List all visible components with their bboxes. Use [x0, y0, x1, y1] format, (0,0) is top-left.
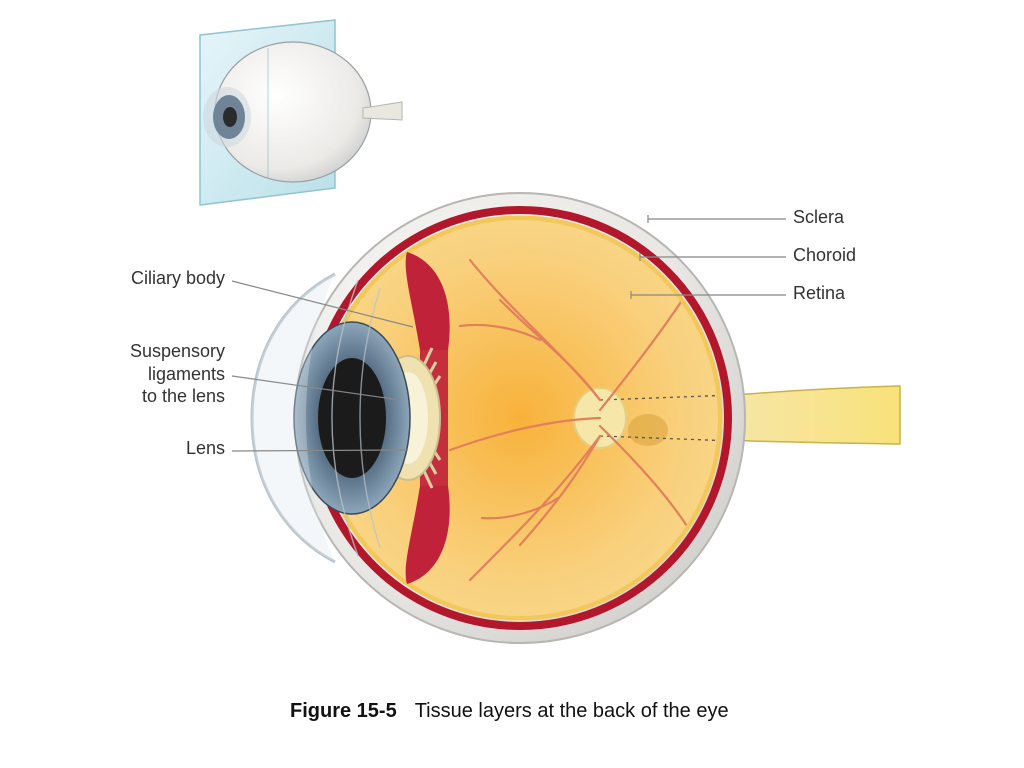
label-retina: Retina	[793, 283, 845, 304]
label-lens: Lens	[95, 438, 225, 459]
optic-nerve	[724, 386, 900, 444]
inset-thumbnail	[200, 20, 402, 205]
label-choroid: Choroid	[793, 245, 856, 266]
figure-caption-text: Tissue layers at the back of the eye	[415, 700, 729, 722]
figure-caption: Figure 15-5 Tissue layers at the back of …	[290, 700, 729, 723]
figure-number: Figure 15-5	[290, 700, 397, 722]
label-ciliary-body: Ciliary body	[95, 268, 225, 289]
macula	[628, 414, 668, 446]
label-sclera: Sclera	[793, 207, 844, 228]
figure-canvas: Ciliary body Suspensory ligaments to the…	[0, 0, 1024, 768]
pupil	[318, 358, 386, 478]
label-suspensory-ligaments: Suspensory ligaments to the lens	[95, 340, 225, 408]
